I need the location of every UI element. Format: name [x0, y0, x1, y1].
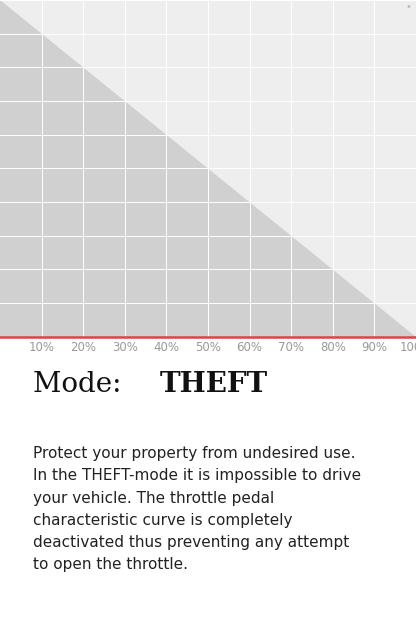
Text: Mode:: Mode:: [33, 371, 131, 398]
Text: •: •: [406, 2, 412, 12]
Text: THEFT: THEFT: [160, 371, 268, 398]
Polygon shape: [0, 0, 416, 336]
Text: Protect your property from undesired use.
In the THEFT-mode it is impossible to : Protect your property from undesired use…: [33, 446, 362, 572]
